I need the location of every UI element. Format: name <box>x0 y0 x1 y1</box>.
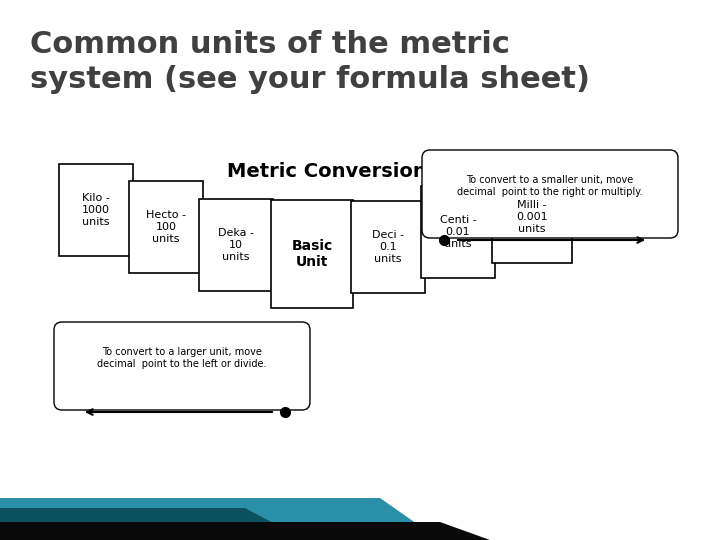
Text: Deci -
0.1
units: Deci - 0.1 units <box>372 231 404 264</box>
Text: Deka -
10
units: Deka - 10 units <box>218 228 254 261</box>
Text: To convert to a larger unit, move
decimal  point to the left or divide.: To convert to a larger unit, move decima… <box>97 347 266 369</box>
FancyBboxPatch shape <box>271 200 353 308</box>
Text: Centi -
0.01
units: Centi - 0.01 units <box>440 215 477 248</box>
Text: Basic
Unit: Basic Unit <box>292 239 333 269</box>
Polygon shape <box>0 508 305 540</box>
Text: Kilo -
1000
units: Kilo - 1000 units <box>82 193 110 227</box>
Text: Milli -
0.001
units: Milli - 0.001 units <box>516 200 548 234</box>
FancyBboxPatch shape <box>421 186 495 278</box>
Text: To convert to a smaller unit, move
decimal  point to the right or multiply.: To convert to a smaller unit, move decim… <box>457 175 643 197</box>
Text: Hecto -
100
units: Hecto - 100 units <box>146 211 186 244</box>
FancyBboxPatch shape <box>59 164 133 256</box>
Text: Common units of the metric
system (see your formula sheet): Common units of the metric system (see y… <box>30 30 590 94</box>
FancyBboxPatch shape <box>54 322 310 410</box>
Text: Metric Conversion Chart: Metric Conversion Chart <box>227 162 493 181</box>
FancyBboxPatch shape <box>492 171 572 263</box>
FancyBboxPatch shape <box>129 181 203 273</box>
FancyBboxPatch shape <box>351 201 425 293</box>
Polygon shape <box>0 522 490 540</box>
FancyBboxPatch shape <box>199 199 273 291</box>
FancyBboxPatch shape <box>422 150 678 238</box>
Polygon shape <box>0 498 440 540</box>
